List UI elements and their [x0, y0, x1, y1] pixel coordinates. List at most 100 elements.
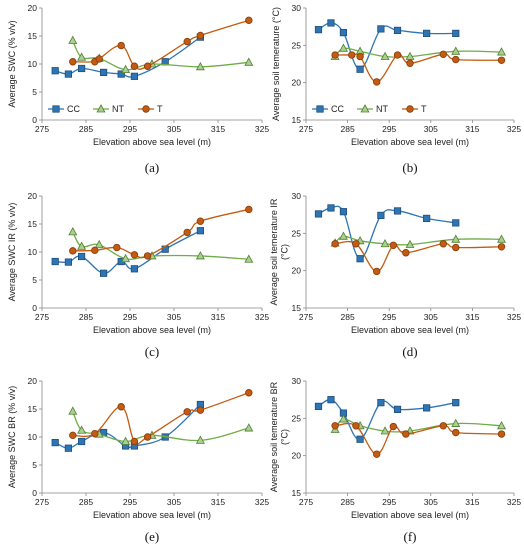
x-tick-label: 305 [424, 124, 438, 134]
data-point-nt [68, 227, 78, 236]
data-point-cc [64, 258, 72, 266]
data-point-cc [78, 437, 86, 446]
data-point-nt [77, 425, 87, 434]
y-axis-label-line: (°C) [280, 244, 290, 260]
data-point-cc [356, 255, 364, 263]
x-tick-label: 285 [341, 497, 355, 507]
x-axis-label: Elevation above sea level (m) [351, 137, 469, 147]
data-point-t [117, 403, 125, 411]
data-point-cc [64, 444, 72, 452]
legend-label-cc: CC [67, 104, 80, 114]
legend-marker-t [406, 105, 414, 113]
y-axis-label-line: Average soil temerature BR [269, 381, 279, 492]
data-point-cc [327, 19, 335, 27]
data-point-t [439, 422, 447, 430]
data-point-nt [77, 241, 87, 250]
y-tick-label: 5 [32, 87, 37, 97]
data-point-t [356, 52, 364, 61]
data-point-nt [94, 239, 104, 249]
chart-panel-a: 0 5 10 15 20 275 285 295 305 315 325 Elevation abov… [7, 3, 269, 175]
data-point-cc [327, 396, 335, 404]
x-tick-label: 295 [382, 312, 396, 322]
y-axis-label: Average SWC BR (% v/v) [7, 386, 17, 488]
data-point-cc [423, 404, 431, 412]
data-point-cc [51, 257, 59, 266]
data-point-nt [195, 435, 205, 444]
data-point-cc [100, 68, 108, 76]
x-tick-label: 295 [382, 497, 396, 507]
data-point-t [130, 62, 139, 70]
y-tick-label: 0 [32, 115, 37, 125]
y-tick-label: 15 [28, 31, 38, 41]
data-point-cc [51, 438, 59, 447]
data-point-cc [314, 26, 323, 34]
data-point-cc [377, 25, 385, 33]
x-tick-label: 305 [424, 497, 438, 507]
x-tick-label: 305 [167, 312, 181, 322]
data-point-nt [497, 234, 506, 243]
x-tick-label: 285 [79, 124, 93, 134]
data-point-cc [339, 208, 348, 216]
y-tick-label: 25 [292, 228, 302, 238]
data-point-t [452, 428, 460, 437]
data-point-t [183, 37, 191, 46]
panel-caption: (c) [145, 344, 159, 359]
legend-marker-nt [360, 104, 370, 113]
data-point-cc [117, 70, 125, 78]
data-point-cc [393, 405, 402, 413]
data-point-cc [423, 29, 431, 37]
x-tick-label: 285 [79, 497, 93, 507]
data-point-t [69, 247, 77, 255]
data-point-cc [356, 435, 364, 443]
x-tick-label: 315 [465, 497, 479, 507]
panel-caption: (a) [145, 160, 159, 175]
x-tick-label: 315 [211, 124, 225, 134]
y-tick-label: 0 [32, 488, 37, 498]
data-point-nt [244, 423, 254, 432]
data-point-cc [130, 72, 138, 80]
data-point-t [331, 51, 339, 59]
data-point-t [373, 267, 381, 276]
y-axis-label: Average SWC (% v/v) [7, 20, 17, 107]
data-point-nt [244, 254, 254, 263]
chart-panel-d: 15 20 25 30 275 285 295 305 315 325 Elevation abov… [269, 191, 521, 359]
data-point-nt [77, 52, 87, 61]
data-point-cc [130, 265, 138, 273]
legend-label-t: T [157, 104, 163, 114]
x-tick-label: 285 [341, 312, 355, 322]
data-point-t [402, 249, 410, 257]
panel-caption: (d) [402, 344, 417, 359]
data-point-nt [451, 418, 461, 427]
data-point-nt [380, 238, 390, 248]
y-tick-label: 5 [32, 275, 37, 285]
panel-caption: (b) [402, 160, 417, 175]
x-tick-label: 295 [382, 124, 396, 134]
data-point-t [352, 422, 360, 430]
y-tick-label: 15 [28, 219, 38, 229]
data-point-cc [452, 399, 460, 407]
x-tick-label: 275 [35, 497, 49, 507]
y-tick-label: 10 [28, 432, 38, 442]
data-point-t [497, 430, 506, 438]
x-axis-label: Elevation above sea level (m) [93, 325, 211, 335]
data-point-cc [64, 70, 72, 78]
y-axis-label-line: Average soil temerature IR [269, 198, 279, 305]
data-point-t [130, 251, 139, 259]
x-tick-label: 325 [507, 497, 521, 507]
data-point-t [245, 389, 253, 397]
data-point-cc [393, 207, 402, 215]
data-point-t [130, 437, 139, 446]
legend-label-nt: NT [376, 104, 388, 114]
data-point-nt [405, 51, 415, 60]
x-tick-label: 275 [299, 497, 313, 507]
chart-panel-e: 0 5 10 15 20 275 285 295 305 315 325 Elevation abov… [7, 376, 269, 544]
series-line-cc [318, 22, 456, 70]
data-point-cc [393, 26, 402, 35]
data-point-t [196, 406, 205, 414]
data-point-nt [380, 51, 390, 60]
data-point-t [331, 422, 339, 430]
y-tick-label: 20 [292, 78, 302, 88]
x-tick-label: 285 [341, 124, 355, 134]
y-tick-label: 20 [292, 266, 302, 276]
data-point-nt [121, 253, 131, 263]
